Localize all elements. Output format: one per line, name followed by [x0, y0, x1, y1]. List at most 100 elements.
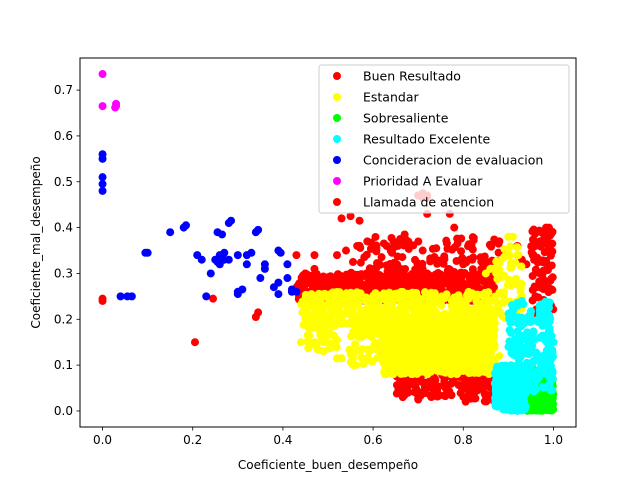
data-point — [365, 264, 374, 273]
data-point — [379, 355, 388, 364]
data-point — [420, 319, 429, 328]
data-point — [505, 251, 514, 260]
data-point — [355, 241, 364, 250]
data-point — [441, 392, 450, 401]
data-point — [276, 248, 285, 257]
data-point — [544, 372, 553, 381]
data-point — [506, 262, 515, 271]
data-point — [209, 294, 218, 303]
data-point — [426, 278, 435, 287]
data-point — [98, 150, 107, 159]
data-point — [535, 237, 544, 246]
data-point — [256, 274, 265, 283]
data-point — [127, 292, 136, 301]
data-point — [519, 349, 528, 358]
series-5 — [98, 70, 121, 112]
data-point — [529, 387, 538, 396]
data-point — [405, 376, 414, 385]
data-point — [482, 348, 491, 357]
data-point — [353, 290, 362, 299]
data-point — [433, 276, 442, 285]
data-point — [355, 216, 364, 225]
data-point — [470, 333, 479, 342]
data-point — [371, 338, 380, 347]
data-point — [337, 354, 346, 363]
y-tick-label: 0.3 — [54, 266, 73, 280]
data-point — [292, 287, 301, 296]
data-point — [166, 228, 175, 237]
data-point — [418, 246, 427, 255]
data-point — [363, 354, 372, 363]
data-point — [111, 103, 120, 112]
data-point — [283, 260, 292, 269]
legend-marker — [333, 198, 341, 206]
data-point — [528, 342, 537, 351]
x-tick-label: 0.4 — [273, 433, 292, 447]
data-point — [461, 378, 470, 387]
data-point — [457, 300, 466, 309]
data-point — [510, 374, 519, 383]
data-point — [408, 323, 417, 332]
data-point — [233, 251, 242, 260]
data-point — [461, 317, 470, 326]
data-point — [463, 352, 472, 361]
data-point — [504, 404, 513, 413]
data-point — [302, 316, 311, 325]
legend-marker — [333, 93, 341, 101]
data-point — [393, 241, 402, 250]
data-point — [283, 274, 292, 283]
data-point — [531, 228, 540, 237]
data-point — [372, 281, 381, 290]
data-point — [489, 333, 498, 342]
data-point — [364, 322, 373, 331]
data-point — [381, 362, 390, 371]
data-point — [377, 348, 386, 357]
data-point — [98, 102, 107, 111]
data-point — [354, 326, 363, 335]
data-point — [434, 268, 443, 277]
data-point — [440, 252, 449, 261]
data-point — [414, 395, 423, 404]
data-point — [431, 386, 440, 395]
data-point — [471, 351, 480, 360]
points-layer — [98, 70, 558, 415]
data-point — [540, 404, 549, 413]
data-point — [476, 253, 485, 262]
data-point — [520, 382, 529, 391]
data-point — [535, 398, 544, 407]
data-point — [98, 70, 107, 79]
data-point — [378, 294, 387, 303]
data-point — [411, 350, 420, 359]
data-point — [495, 237, 504, 246]
legend-marker — [333, 114, 341, 122]
data-point — [318, 316, 327, 325]
x-tick-label: 1.0 — [544, 433, 563, 447]
data-point — [504, 342, 513, 351]
x-tick-label: 0.0 — [93, 433, 112, 447]
data-point — [409, 330, 418, 339]
data-point — [504, 232, 513, 241]
data-point — [455, 319, 464, 328]
data-point — [326, 340, 335, 349]
data-point — [362, 293, 371, 302]
data-point — [464, 368, 473, 377]
data-point — [485, 276, 494, 285]
data-point — [312, 305, 321, 314]
data-point — [304, 323, 313, 332]
data-point — [371, 232, 380, 241]
data-point — [227, 216, 236, 225]
data-point — [534, 317, 542, 326]
data-point — [318, 325, 327, 334]
legend-label: Prioridad A Evaluar — [363, 174, 483, 189]
data-point — [492, 388, 501, 397]
data-point — [353, 270, 362, 279]
data-point — [233, 290, 242, 299]
data-point — [337, 214, 346, 223]
data-point — [483, 355, 492, 364]
data-point — [548, 273, 557, 282]
y-tick-label: 0.1 — [54, 358, 73, 372]
data-point — [398, 288, 407, 297]
data-point — [197, 255, 206, 264]
data-point — [368, 344, 377, 353]
data-point — [428, 392, 437, 401]
